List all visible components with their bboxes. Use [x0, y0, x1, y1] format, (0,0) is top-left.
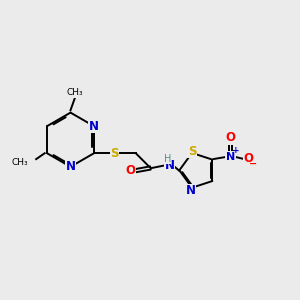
Text: H: H	[164, 154, 171, 164]
Text: S: S	[110, 147, 119, 160]
Text: CH₃: CH₃	[67, 88, 83, 97]
Text: CH₃: CH₃	[12, 158, 28, 167]
Text: N: N	[165, 158, 175, 172]
Text: N: N	[186, 184, 196, 197]
Text: N: N	[226, 152, 235, 162]
Text: S: S	[188, 145, 196, 158]
Text: +: +	[232, 146, 240, 155]
Text: N: N	[65, 160, 76, 173]
Text: O: O	[243, 152, 253, 166]
Text: O: O	[126, 164, 136, 177]
Text: −: −	[249, 159, 257, 169]
Text: N: N	[89, 120, 99, 133]
Text: O: O	[226, 131, 236, 144]
